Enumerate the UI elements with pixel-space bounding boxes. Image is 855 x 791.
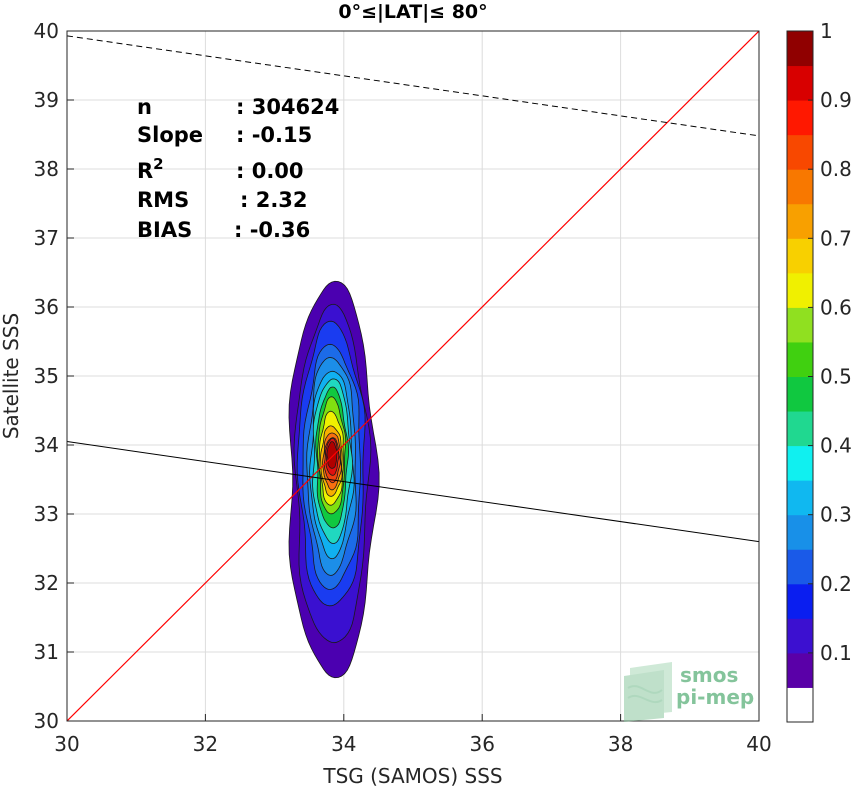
- smos-pi-mep-logo: smos pi-mep: [624, 662, 754, 722]
- colorbar-segment: [787, 307, 813, 343]
- colorbar-segment: [787, 134, 813, 170]
- colorbar-tick-label: 0.7: [820, 226, 852, 250]
- y-tick-label: 36: [34, 295, 59, 319]
- y-tick-label: 32: [34, 571, 59, 595]
- logo-line1: smos: [680, 663, 738, 687]
- colorbar-segment: [787, 618, 813, 654]
- stat-value: : -0.15: [236, 123, 312, 147]
- contour-level: [326, 441, 338, 469]
- x-tick-label: 36: [469, 732, 494, 756]
- y-tick-label: 30: [34, 709, 59, 733]
- y-tick-label: 37: [34, 226, 59, 250]
- colorbar-tick-label: 0.5: [820, 365, 852, 389]
- colorbar-segment: [787, 376, 813, 412]
- colorbar-segment: [787, 411, 813, 447]
- colorbar-segment: [787, 687, 813, 723]
- stat-value: : 2.32: [240, 188, 308, 212]
- stat-label: R2: [137, 155, 164, 183]
- regression-line: [67, 441, 759, 543]
- colorbar-tick-label: 0.1: [820, 641, 852, 665]
- y-tick-label: 38: [34, 157, 59, 181]
- colorbar-segment: [787, 549, 813, 585]
- stat-value: : 0.00: [236, 159, 304, 183]
- x-axis-label: TSG (SAMOS) SSS: [322, 764, 502, 787]
- y-axis-label: Satellite SSS: [0, 313, 23, 439]
- logo-line2: pi-mep: [676, 685, 754, 709]
- colorbar-tick-label: 1: [820, 19, 833, 43]
- colorbar-tick-label: 0.8: [820, 157, 852, 181]
- colorbar-tick-label: 0.9: [820, 88, 852, 112]
- colorbar-segment: [787, 203, 813, 239]
- colorbar-segment: [787, 583, 813, 619]
- stat-value: : -0.36: [234, 218, 310, 242]
- stats-box: n : 304624 Slope : -0.15 R2 : 0.00 RMS : 2.32 BI…: [137, 95, 339, 242]
- stat-value: : 304624: [236, 95, 339, 119]
- y-tick-label: 31: [34, 640, 59, 664]
- x-axis-ticks: 30 32 34 36 38 40: [54, 714, 772, 756]
- colorbar-segment: [787, 65, 813, 101]
- colorbar-segment: [787, 341, 813, 377]
- y-tick-label: 40: [34, 19, 59, 43]
- colorbar-segment: [787, 169, 813, 205]
- colorbar-tick-label: 0.6: [820, 295, 852, 319]
- colorbar-segment: [787, 100, 813, 136]
- x-tick-label: 40: [746, 732, 771, 756]
- one-to-one-line: [67, 31, 759, 721]
- grid: [66, 30, 760, 722]
- x-tick-label: 34: [331, 732, 356, 756]
- y-tick-label: 34: [34, 433, 59, 457]
- reference-lines: [67, 31, 759, 721]
- colorbar: 0.1 0.2 0.3 0.4 0.5 0.6 0.7 0.8 0.9 1: [786, 19, 852, 723]
- x-tick-label: 30: [54, 732, 79, 756]
- chart-title: 0°≤|LAT|≤ 80°: [338, 1, 487, 23]
- colorbar-segment: [787, 272, 813, 308]
- x-tick-label: 38: [608, 732, 633, 756]
- colorbar-segment: [787, 480, 813, 516]
- x-tick-label: 32: [193, 732, 218, 756]
- y-tick-label: 33: [34, 502, 59, 526]
- stat-label: BIAS: [137, 218, 192, 242]
- y-tick-label: 35: [34, 364, 59, 388]
- colorbar-segment: [787, 31, 813, 67]
- y-axis-ticks: 30 31 32 33 34 35 36 37 38 39 40: [34, 19, 74, 733]
- stat-label: Slope: [137, 123, 203, 147]
- colorbar-segment: [787, 445, 813, 481]
- y-tick-label: 39: [34, 88, 59, 112]
- colorbar-tick-label: 0.3: [820, 503, 852, 527]
- colorbar-segment: [787, 652, 813, 688]
- colorbar-segment: [787, 514, 813, 550]
- colorbar-tick-label: 0.4: [820, 434, 852, 458]
- colorbar-tick-label: 0.2: [820, 572, 852, 596]
- stat-label: n: [137, 95, 152, 119]
- dashed-reference-line: [67, 35, 759, 137]
- stat-label: RMS: [137, 188, 189, 212]
- colorbar-segment: [787, 238, 813, 274]
